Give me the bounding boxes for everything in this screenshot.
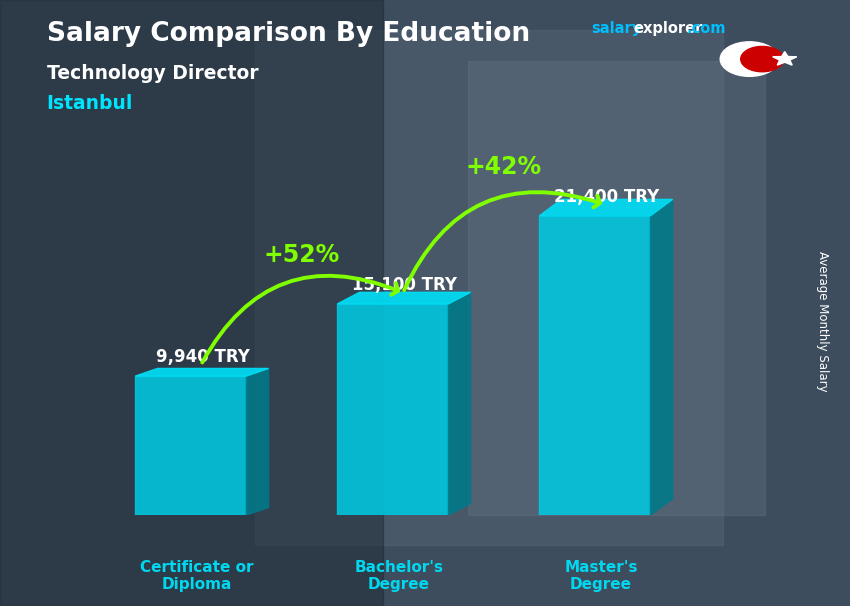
Text: Bachelor's
Degree: Bachelor's Degree	[354, 560, 444, 592]
Text: +42%: +42%	[466, 155, 542, 179]
Text: explorer: explorer	[633, 21, 703, 36]
Polygon shape	[337, 292, 471, 304]
Bar	[468, 61, 765, 515]
Text: Master's
Degree: Master's Degree	[564, 560, 638, 592]
Bar	[0, 0, 382, 606]
Polygon shape	[650, 199, 672, 515]
Polygon shape	[246, 368, 269, 515]
Polygon shape	[773, 52, 796, 65]
Text: salary: salary	[591, 21, 641, 36]
Text: Average Monthly Salary: Average Monthly Salary	[816, 251, 829, 391]
Circle shape	[740, 47, 784, 72]
Text: 21,400 TRY: 21,400 TRY	[554, 188, 660, 206]
Polygon shape	[449, 292, 471, 515]
Bar	[337, 304, 449, 515]
Text: Certificate or
Diploma: Certificate or Diploma	[140, 560, 253, 592]
Polygon shape	[539, 199, 672, 216]
Text: Istanbul: Istanbul	[47, 94, 133, 113]
Text: 9,940 TRY: 9,940 TRY	[156, 348, 250, 366]
Text: Salary Comparison By Education: Salary Comparison By Education	[47, 21, 530, 47]
Text: .com: .com	[687, 21, 726, 36]
Circle shape	[720, 42, 779, 76]
Text: Technology Director: Technology Director	[47, 64, 258, 82]
Text: +52%: +52%	[264, 243, 340, 267]
Text: 15,100 TRY: 15,100 TRY	[353, 276, 457, 294]
Bar	[539, 216, 650, 515]
Polygon shape	[135, 368, 269, 376]
Bar	[135, 376, 246, 515]
Bar	[255, 30, 722, 545]
